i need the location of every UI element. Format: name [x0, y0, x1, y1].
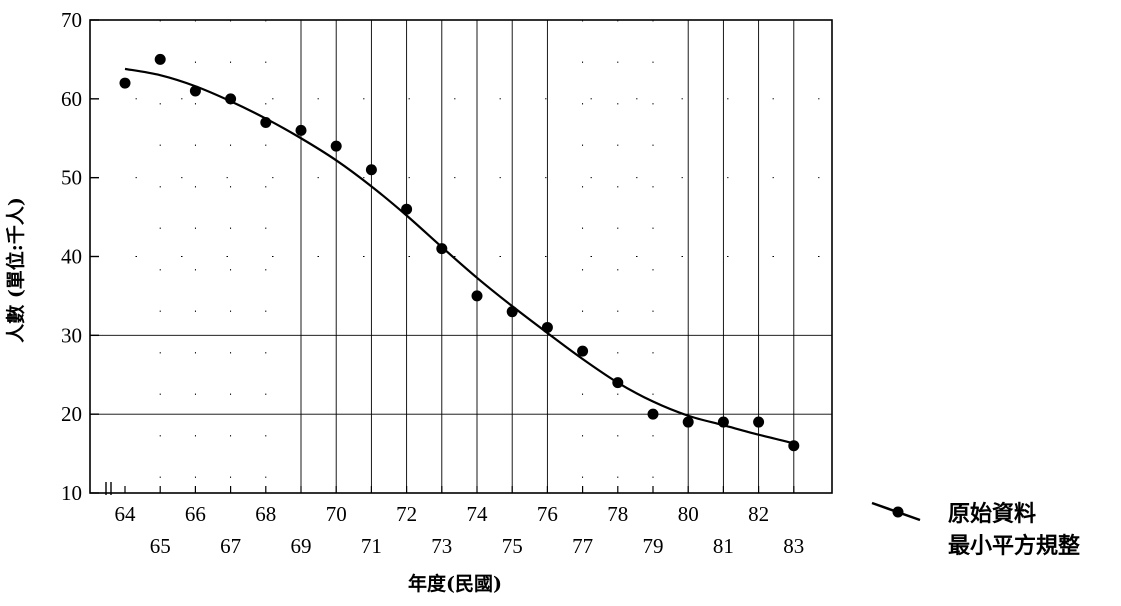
- data-point-64: [119, 77, 131, 89]
- data-point-67: [225, 93, 237, 105]
- tick-labels: 10 20 30 40 50 60 70 64 65 66 67 68 69 70 71 72 73 74 75 76…: [61, 8, 804, 558]
- x-tick-label-75: 75: [502, 534, 523, 558]
- x-tick-label-76: 76: [537, 502, 558, 526]
- x-tick-label-68: 68: [255, 502, 276, 526]
- plot-frame: [89, 19, 833, 495]
- data-point-80: [682, 416, 694, 428]
- data-point-77: [577, 345, 589, 357]
- x-tick-label-70: 70: [326, 502, 347, 526]
- data-point-68: [260, 116, 272, 128]
- data-point-76: [541, 321, 553, 333]
- y-axis-title: 人數 (單位:千人): [4, 197, 27, 343]
- data-point-81: [717, 416, 729, 428]
- x-tick-label-69: 69: [291, 534, 312, 558]
- data-point-65: [154, 53, 166, 65]
- x-tick-label-82: 82: [748, 502, 769, 526]
- legend-point-swatch: [892, 506, 904, 518]
- x-tick-label-64: 64: [115, 502, 137, 526]
- data-point-74: [471, 290, 483, 302]
- legend-label-least-squares-fit: 最小平方規整: [948, 533, 1080, 559]
- x-tick-label-79: 79: [643, 534, 664, 558]
- data-points-layer: [119, 53, 800, 452]
- grid-lines: [90, 20, 832, 493]
- x-axis-title: 年度(民國): [408, 572, 502, 595]
- data-point-66: [189, 85, 201, 97]
- x-tick-label-81: 81: [713, 534, 734, 558]
- y-tick-label-50: 50: [61, 166, 82, 190]
- legend: 原始資料 最小平方規整: [871, 501, 1080, 559]
- x-tick-label-80: 80: [678, 502, 699, 526]
- data-point-79: [647, 408, 659, 420]
- x-tick-label-78: 78: [607, 502, 628, 526]
- legend-label-raw-data: 原始資料: [948, 501, 1036, 527]
- data-point-71: [365, 164, 377, 176]
- data-point-70: [330, 140, 342, 152]
- least-squares-fit-curve: [124, 67, 795, 445]
- x-tick-label-74: 74: [467, 502, 489, 526]
- data-point-83: [788, 440, 800, 452]
- x-tick-label-83: 83: [783, 534, 804, 558]
- x-tick-label-67: 67: [220, 534, 241, 558]
- x-tick-label-66: 66: [185, 502, 206, 526]
- data-point-72: [401, 203, 413, 215]
- y-tick-label-30: 30: [61, 323, 82, 347]
- y-tick-label-40: 40: [61, 245, 82, 269]
- data-point-73: [436, 243, 448, 255]
- y-tick-label-20: 20: [61, 402, 82, 426]
- x-tick-label-77: 77: [572, 534, 593, 558]
- x-tick-label-71: 71: [361, 534, 382, 558]
- y-tick-label-70: 70: [61, 8, 82, 32]
- data-point-75: [506, 306, 518, 318]
- data-point-82: [753, 416, 765, 428]
- y-tick-label-60: 60: [61, 87, 82, 111]
- x-tick-label-73: 73: [431, 534, 452, 558]
- data-point-69: [295, 124, 307, 136]
- fit-curve-layer: [124, 67, 795, 445]
- data-point-78: [612, 377, 624, 389]
- y-tick-label-10: 10: [61, 481, 82, 505]
- x-tick-label-65: 65: [150, 534, 171, 558]
- x-tick-label-72: 72: [396, 502, 417, 526]
